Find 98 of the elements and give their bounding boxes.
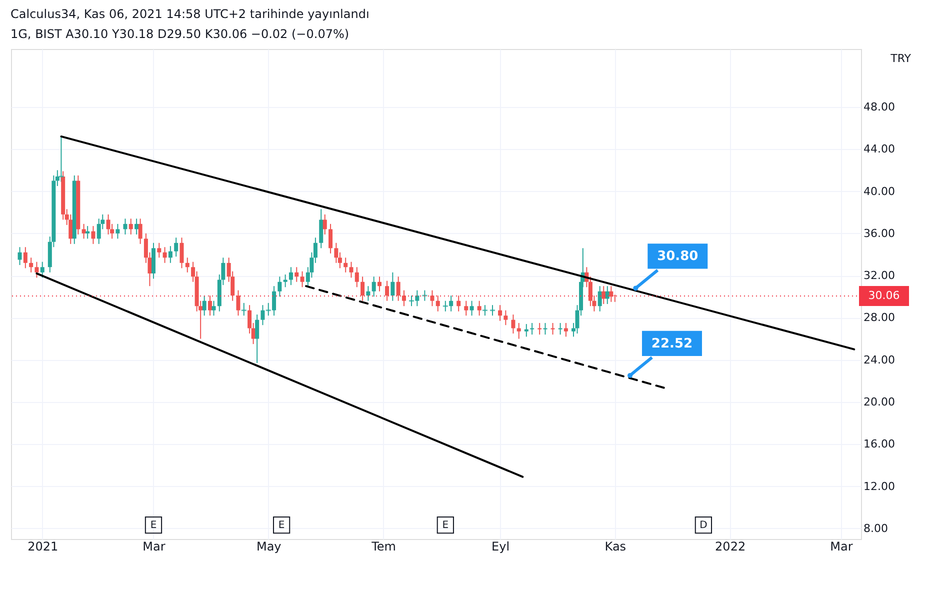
- candlestick: [530, 322, 534, 336]
- candlestick: [349, 261, 354, 278]
- candlestick: [208, 295, 212, 316]
- candlestick: [390, 272, 395, 302]
- candlestick: [86, 226, 90, 240]
- candlestick: [385, 280, 390, 302]
- candlestick: [354, 266, 359, 288]
- y-tick-label: 28.00: [864, 311, 895, 324]
- candlestick: [609, 286, 614, 302]
- candlestick: [134, 218, 139, 235]
- candlestick: [278, 276, 282, 298]
- candlestick: [18, 246, 22, 266]
- candlestick: [366, 286, 370, 302]
- candlestick: [202, 295, 206, 316]
- x-tick-label: Kas: [604, 540, 626, 554]
- candlestick: [174, 237, 178, 258]
- text: TRY: [890, 52, 912, 65]
- candlestick: [396, 276, 400, 302]
- candlestick: [319, 208, 324, 249]
- x-tick-label: 2022: [715, 540, 746, 554]
- candlestick: [255, 314, 260, 364]
- candlestick: [328, 223, 333, 254]
- candlestick: [180, 237, 184, 269]
- y-tick-label: 40.00: [864, 184, 895, 198]
- y-tick-label: 20.00: [864, 396, 895, 409]
- x-tick-label: Tem: [370, 540, 396, 554]
- x-tick-label: Mar: [830, 540, 853, 554]
- chart-title: Calculus34, Kas 06, 2021 14:58 UTC+2 tarihinde yayınlandı: [10, 7, 370, 21]
- candlestick: [344, 257, 348, 273]
- candlestick: [516, 322, 521, 340]
- candlestick: [96, 218, 101, 244]
- candlestick: [543, 322, 548, 336]
- annotation: 30.80: [657, 249, 698, 264]
- candlestick: [294, 266, 299, 282]
- candlestick: [602, 286, 606, 305]
- candlestick: [40, 261, 44, 278]
- candlestick: [477, 300, 482, 316]
- y-tick-label: 36.00: [864, 226, 895, 240]
- candlestick: [564, 322, 568, 338]
- candlestick: [464, 300, 468, 316]
- annotation: D: [700, 520, 708, 531]
- candlestick: [322, 214, 327, 235]
- candlestick: [402, 290, 406, 307]
- candlestick: [372, 276, 376, 298]
- candlestick: [288, 266, 293, 286]
- y-tick-label: 44.00: [864, 142, 895, 156]
- candlestick: [430, 290, 434, 307]
- candlestick: [470, 300, 474, 316]
- y-tick-label: 16.00: [864, 438, 895, 451]
- annotation: E: [278, 520, 285, 531]
- candlestick: [123, 218, 128, 235]
- x-tick-label: May: [256, 540, 282, 554]
- candlestick: [538, 322, 542, 336]
- x-tick-label: 2021: [28, 540, 58, 554]
- candlestick: [157, 242, 162, 258]
- candlestick: [456, 295, 461, 312]
- y-tick-label: 12.00: [864, 480, 895, 493]
- candlestick: [558, 322, 562, 336]
- candlestick: [524, 324, 528, 338]
- annotation: E: [150, 520, 157, 531]
- candlestick: [378, 276, 382, 292]
- candlestick: [550, 322, 555, 336]
- candlestick: [482, 304, 488, 316]
- candlestick: [162, 246, 167, 264]
- x-tick-label: Mar: [142, 540, 166, 554]
- y-tick-label: 8.00: [864, 522, 888, 535]
- candlestick: [490, 304, 495, 316]
- candlestick: [128, 218, 133, 235]
- candlestick: [82, 223, 86, 240]
- x-tick-label: Eyl: [492, 540, 510, 554]
- candlestick: [236, 290, 240, 316]
- candlestick: [91, 226, 96, 244]
- candlestick: [138, 218, 142, 244]
- y-tick-label: 48.00: [864, 100, 895, 114]
- ref-line-label: 30.06: [868, 289, 900, 302]
- candlestick: [498, 304, 502, 322]
- candlestick: [106, 214, 110, 235]
- candlestick: [511, 314, 516, 334]
- candlestick: [212, 300, 216, 316]
- candlestick: [29, 257, 34, 273]
- candlestick: [283, 274, 288, 288]
- candlestick: [598, 286, 602, 312]
- candlestick: [504, 310, 508, 326]
- candlestick: [185, 257, 190, 273]
- candlestick: [300, 270, 304, 288]
- candlestick: [241, 302, 246, 316]
- chart-subtitle: 1G, BIST A30.10 Y30.18 D29.50 K30.06 −0.02 (−0.07%): [10, 27, 350, 41]
- y-tick-label: 24.00: [864, 353, 895, 366]
- candlestick: [116, 223, 120, 240]
- annotation: E: [442, 520, 449, 531]
- candlestick: [436, 295, 440, 312]
- candlestick: [58, 137, 64, 182]
- candlestick: [360, 276, 365, 302]
- candlestick: [168, 246, 172, 264]
- candlestick: [23, 246, 28, 269]
- annotation: 22.52: [651, 336, 693, 352]
- y-tick-label: 32.00: [864, 269, 895, 282]
- candlestick: [34, 261, 39, 278]
